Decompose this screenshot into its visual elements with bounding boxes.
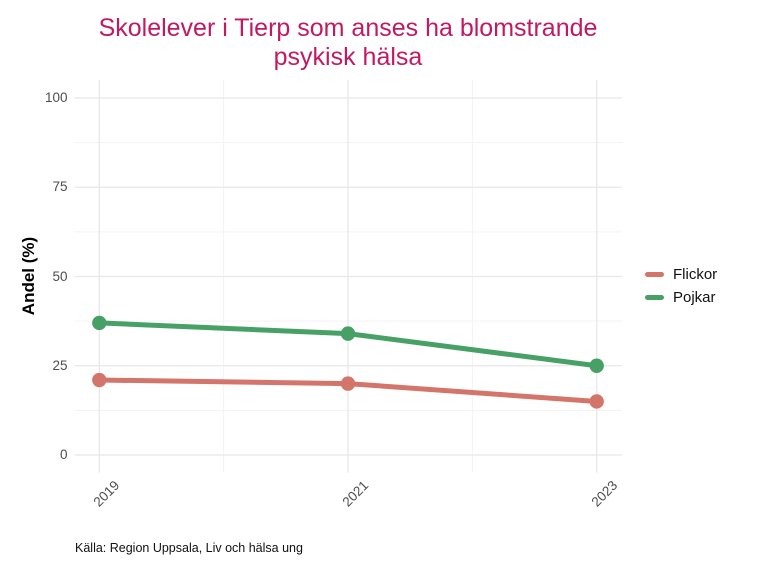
legend-label-pojkar: Pojkar bbox=[673, 289, 716, 306]
y-tick-label-75: 75 bbox=[52, 179, 68, 195]
data-point-pojkar-2023 bbox=[589, 358, 604, 373]
data-point-flickor-2023 bbox=[589, 394, 604, 409]
data-point-pojkar-2019 bbox=[92, 315, 107, 331]
y-tick-label-100: 100 bbox=[44, 90, 68, 105]
data-point-pojkar-2021 bbox=[340, 326, 356, 341]
legend: Flickor Pojkar bbox=[645, 267, 717, 313]
data-point-flickor-2021 bbox=[340, 376, 356, 391]
legend-item-pojkar: Pojkar bbox=[645, 290, 717, 305]
chart-title: Skolelever i Tierp som anses ha blomstra… bbox=[0, 14, 696, 72]
pojkar-line-swatch bbox=[645, 295, 664, 300]
y-tick-label-50: 50 bbox=[52, 268, 68, 284]
chart-title-line2: psykisk hälsa bbox=[273, 43, 423, 71]
y-tick-label-0: 0 bbox=[59, 447, 68, 462]
flickor-line-swatch bbox=[645, 272, 664, 277]
legend-label-flickor: Flickor bbox=[673, 266, 718, 283]
data-point-flickor-2019 bbox=[92, 372, 107, 388]
source-caption: Källa: Region Uppsala, Liv och hälsa ung bbox=[75, 541, 303, 555]
y-tick-label-25: 25 bbox=[52, 357, 68, 373]
legend-item-flickor: Flickor bbox=[645, 267, 717, 282]
chart-title-line1: Skolelever i Tierp som anses ha blomstra… bbox=[98, 14, 598, 42]
